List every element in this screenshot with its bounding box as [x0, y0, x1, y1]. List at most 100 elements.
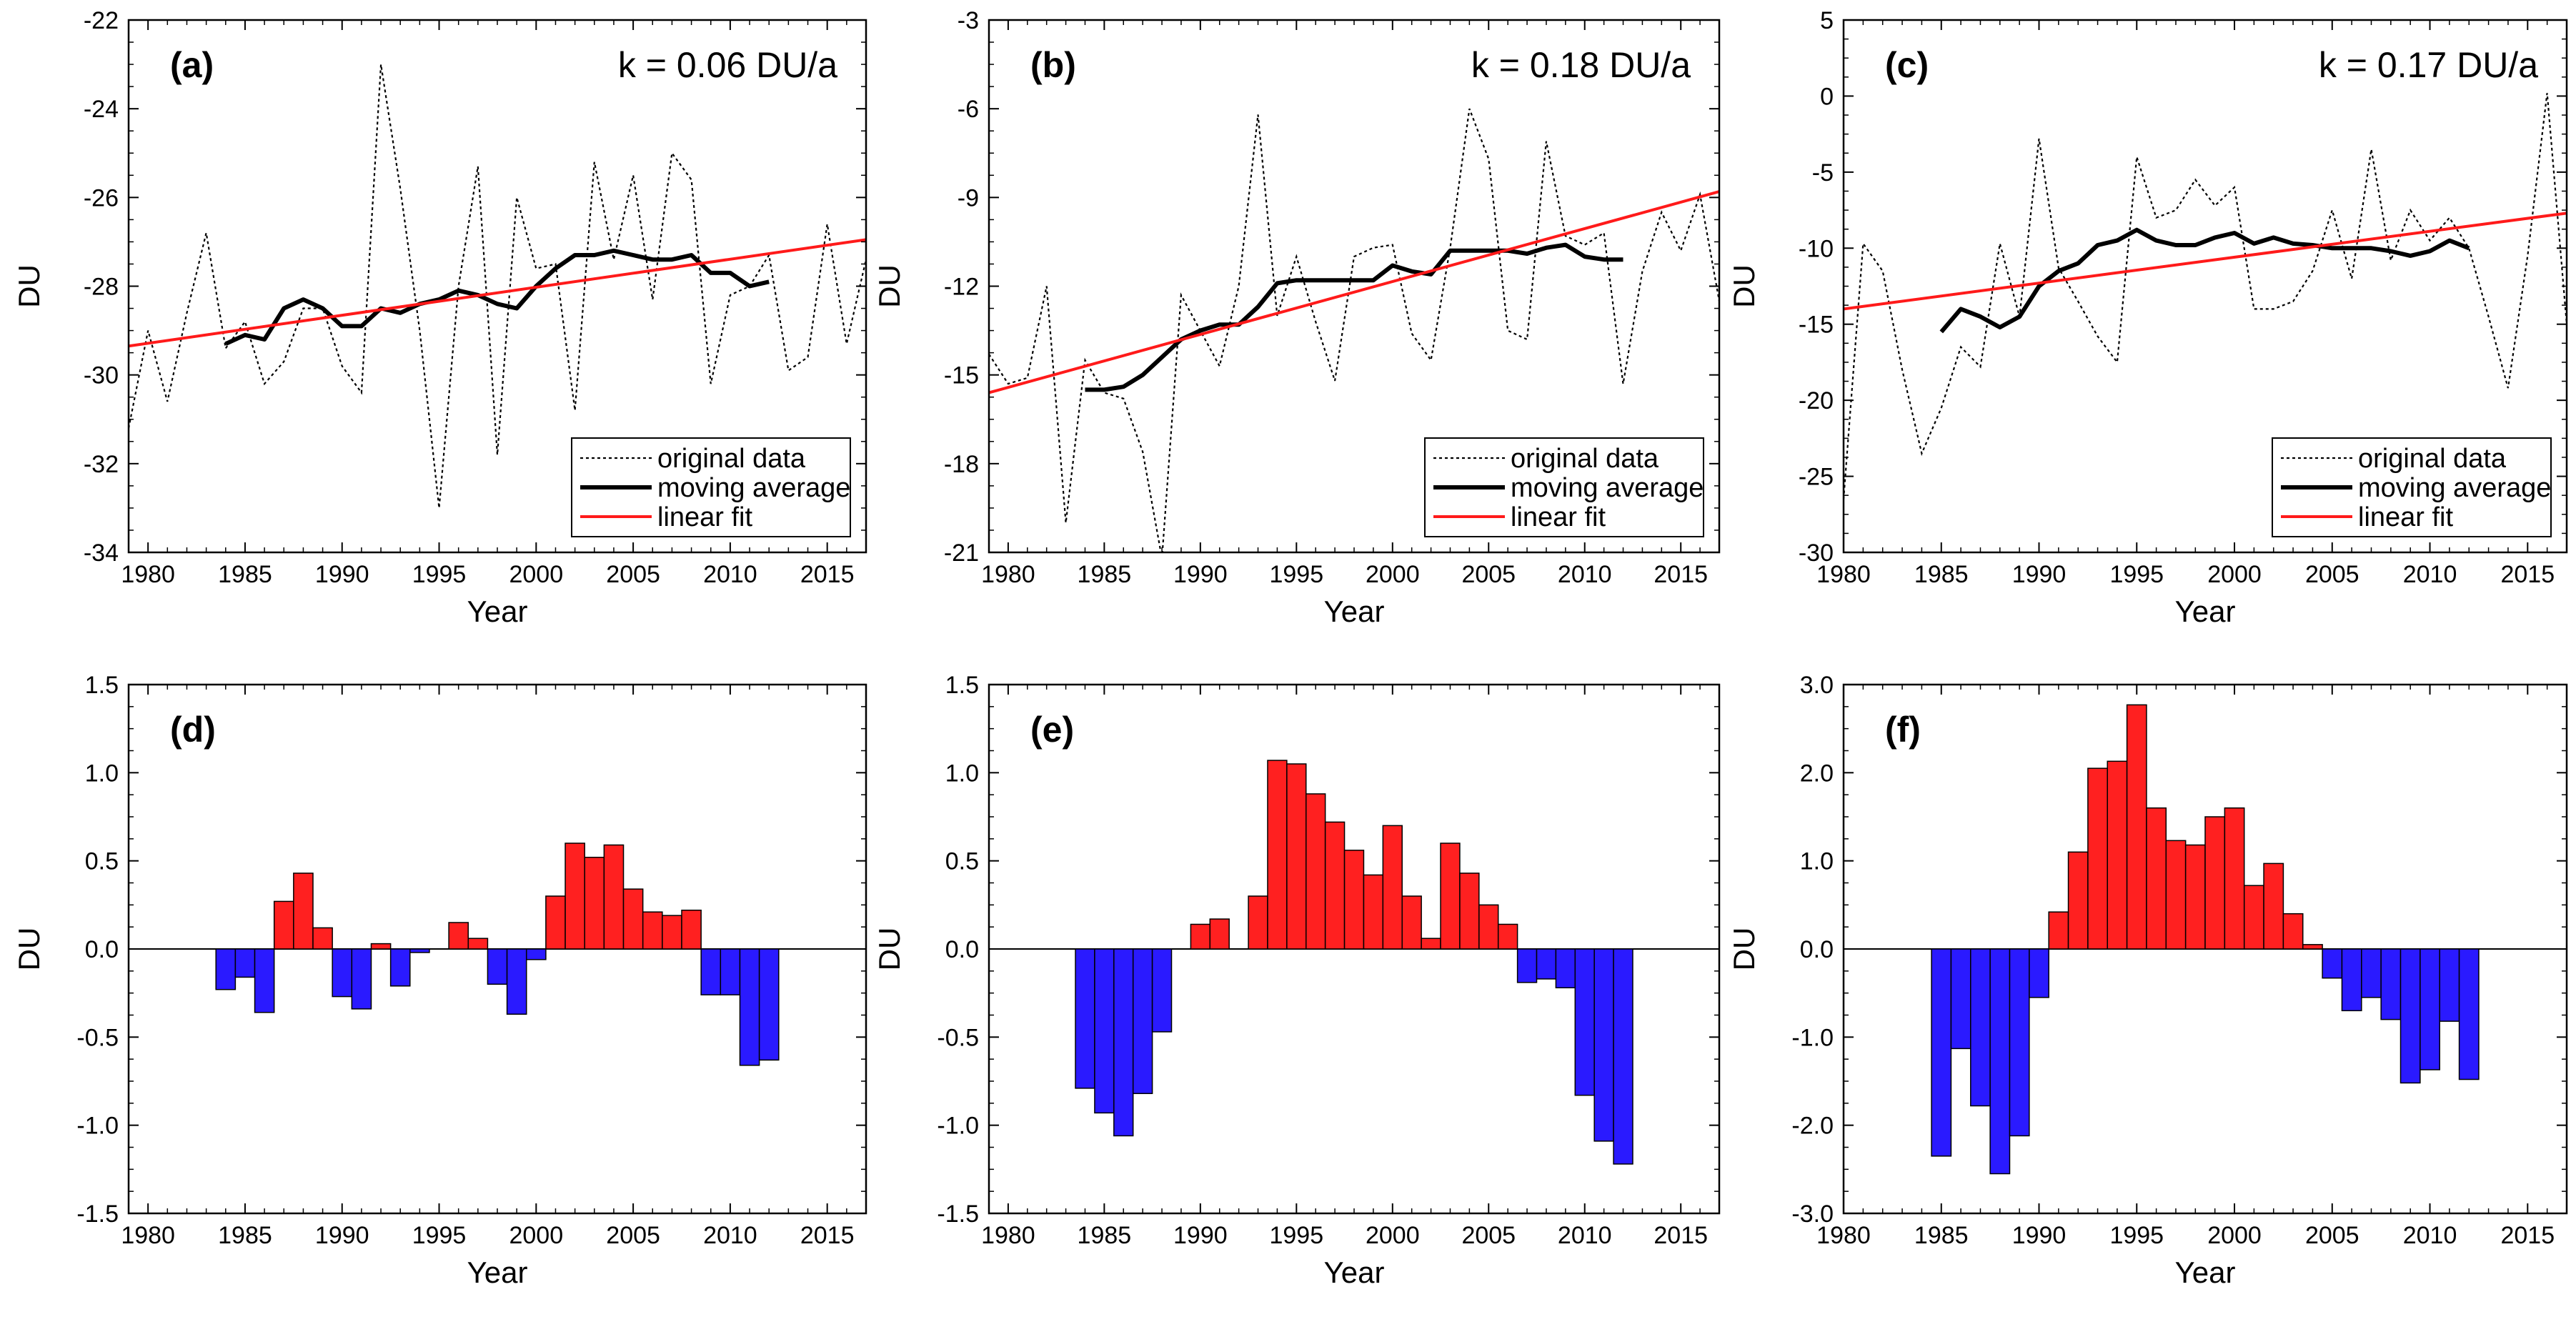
legend-label-fit: linear fit — [1511, 502, 1606, 532]
bar-1994 — [2107, 760, 2128, 950]
bar-2000 — [1382, 825, 1403, 950]
panel-label: (d) — [170, 710, 216, 750]
x-tick-label: 1980 — [981, 1222, 1035, 1249]
bar-2010 — [2420, 948, 2440, 1070]
bar-1995 — [2126, 704, 2147, 950]
trend-annotation: k = 0.17 DU/a — [2319, 45, 2538, 85]
bar-1993 — [2087, 767, 2108, 950]
x-tick-label: 2000 — [1366, 1222, 1420, 1249]
panel-b: -21 -18 -15 -12 -9 -6 -3 1980 1985 1990 1995 2000 20… — [872, 7, 1721, 628]
x-tick-label: 2005 — [2305, 561, 2359, 588]
y-axis-title: DU — [1727, 264, 1761, 308]
x-tick-label: 2005 — [2305, 1222, 2359, 1249]
x-tick-label: 1990 — [1173, 1222, 1228, 1249]
y-tick-label: 2.0 — [1800, 760, 1834, 787]
x-tick-label: 2015 — [2500, 561, 2555, 588]
y-tick-label: 0.5 — [85, 848, 119, 875]
y-tick-label: -1.0 — [76, 1113, 119, 1140]
bar-1991 — [1209, 918, 1230, 950]
bar-2002 — [2263, 863, 2284, 950]
bar-1999 — [1363, 874, 1384, 950]
bar-2001 — [545, 895, 566, 950]
bar-1999 — [506, 948, 527, 1015]
series-linear-fit — [1844, 212, 2567, 311]
bar-1998 — [2184, 844, 2206, 950]
bar-2010 — [720, 948, 741, 995]
x-tick-label: 1980 — [121, 561, 175, 588]
y-tick-label: 1.5 — [945, 672, 979, 699]
y-tick-label: -2.0 — [1791, 1113, 1834, 1140]
y-tick-label: -6 — [958, 96, 979, 123]
bar-1994 — [1267, 760, 1288, 950]
bar-1987 — [273, 900, 294, 950]
x-tick-label: 1985 — [218, 1222, 272, 1249]
bar-2009 — [700, 948, 722, 995]
y-axis-title: DU — [1727, 928, 1761, 971]
y-tick-label: -30 — [84, 362, 119, 389]
panel-a: -34 -32 -30 -28 -26 -24 -22 1980 1985 1990 1995 200… — [12, 7, 867, 628]
bar-1992 — [370, 943, 392, 950]
bar-1984 — [1075, 948, 1095, 1089]
trend-annotation: k = 0.06 DU/a — [618, 45, 837, 85]
bar-1993 — [1248, 895, 1268, 950]
x-tick-label: 2015 — [1653, 1222, 1708, 1249]
x-tick-label: 2005 — [1461, 561, 1516, 588]
bar-2006 — [2341, 948, 2362, 1012]
x-tick-label: 1985 — [1914, 561, 1969, 588]
x-axis-title: Year — [1324, 595, 1385, 628]
y-tick-label: -32 — [84, 451, 119, 478]
panel-d: -1.5 -1.0 -0.5 0.0 0.5 1.0 1.5 1980 1985 1990 1995… — [12, 672, 867, 1289]
bar-1997 — [2165, 840, 2187, 950]
bar-2002 — [1421, 938, 1441, 950]
x-tick-label: 1995 — [2109, 1222, 2164, 1249]
series-original-data — [1844, 93, 2567, 500]
bar-2012 — [758, 948, 780, 1061]
panel-label: (b) — [1030, 45, 1076, 85]
bar-1986 — [1950, 948, 1971, 1050]
legend-label-original: original data — [657, 444, 806, 474]
x-axis-title: Year — [467, 1256, 528, 1289]
x-tick-label: 2000 — [509, 1222, 563, 1249]
x-tick-label: 2000 — [2207, 1222, 2262, 1249]
x-tick-label: 1990 — [2012, 561, 2067, 588]
x-tick-label: 1995 — [412, 1222, 467, 1249]
bar-2001 — [2243, 885, 2264, 950]
legend-label-fit: linear fit — [2358, 502, 2453, 532]
y-tick-label: 1.0 — [1800, 848, 1834, 875]
bar-2012 — [2458, 948, 2480, 1080]
bar-2009 — [1555, 948, 1576, 989]
x-tick-label: 2000 — [2207, 561, 2262, 588]
bar-1991 — [351, 948, 372, 1010]
x-tick-label: 2005 — [606, 1222, 660, 1249]
bar-1992 — [2067, 851, 2089, 950]
y-tick-label: 3.0 — [1800, 672, 1834, 699]
legend-label-original: original data — [1511, 444, 1659, 474]
x-tick-label: 2010 — [2403, 1222, 2457, 1249]
bar-2009 — [2400, 948, 2421, 1084]
y-tick-label: -10 — [1799, 235, 1834, 262]
y-tick-label: -1.0 — [1791, 1024, 1834, 1051]
y-tick-label: -3 — [958, 7, 979, 34]
series-original-data — [989, 108, 1719, 552]
y-tick-label: -18 — [944, 451, 979, 478]
panel-e: -1.5 -1.0 -0.5 0.0 0.5 1.0 1.5 1980 1985 1990 1995… — [872, 672, 1721, 1289]
y-tick-label: 0.0 — [85, 936, 119, 963]
bar-2003 — [2282, 913, 2304, 950]
y-tick-label: -1.5 — [937, 1201, 979, 1228]
x-tick-label: 1985 — [218, 561, 272, 588]
x-tick-label: 1990 — [2012, 1222, 2067, 1249]
y-tick-label: -5 — [1812, 159, 1834, 187]
plot-area — [1844, 704, 2567, 1175]
x-tick-label: 2015 — [800, 1222, 855, 1249]
y-tick-label: -20 — [1799, 387, 1834, 414]
bar-1985 — [1094, 948, 1115, 1114]
y-tick-label: 5 — [1820, 7, 1834, 34]
series-moving-average — [224, 248, 770, 346]
y-tick-label: -21 — [944, 540, 979, 567]
trend-annotation: k = 0.18 DU/a — [1471, 45, 1691, 85]
y-axis-title: DU — [12, 928, 46, 971]
plot-area — [989, 760, 1719, 1165]
x-tick-label: 2010 — [703, 561, 757, 588]
